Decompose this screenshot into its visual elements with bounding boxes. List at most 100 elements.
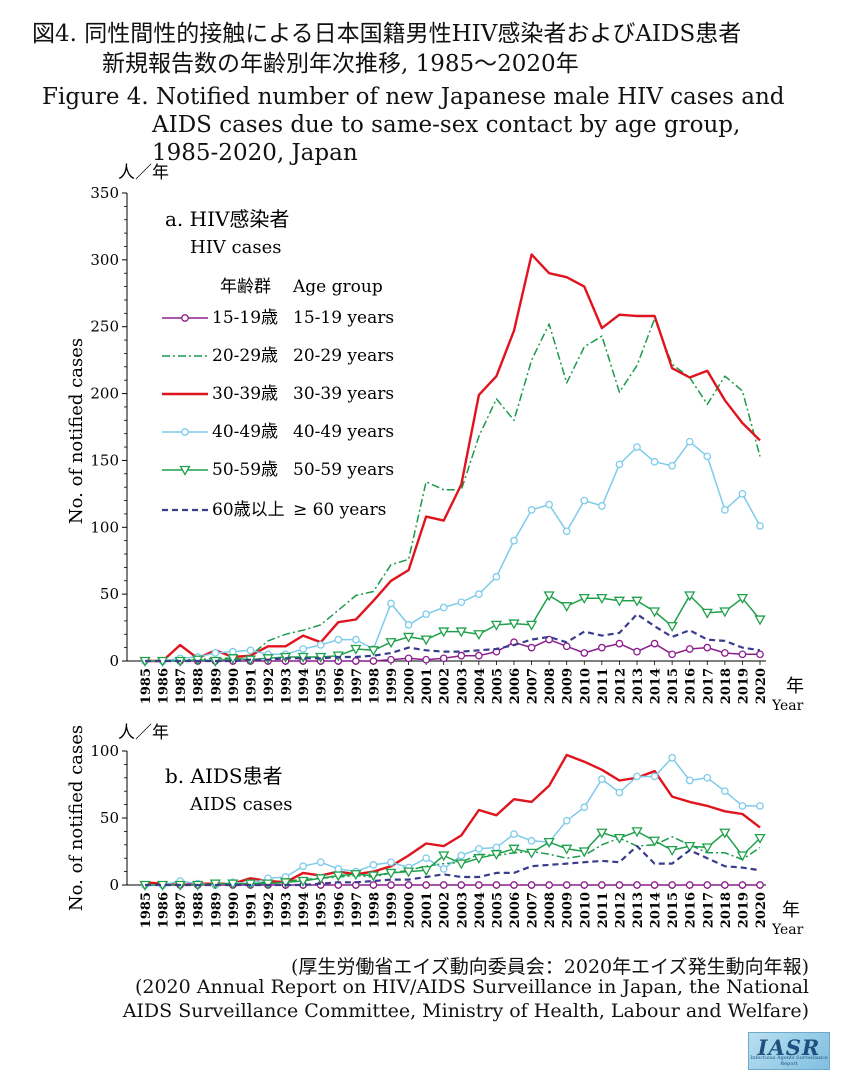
series-point-3: [756, 522, 764, 530]
series-point-3: [668, 753, 676, 762]
series-point-4: [666, 846, 678, 856]
series-point-4: [543, 837, 555, 848]
series-point-0: [703, 643, 712, 652]
series-point-4: [438, 851, 450, 862]
x-tick-label: 2008: [543, 892, 558, 928]
x-tick-label: 2016: [684, 668, 699, 704]
x-tick-label: 2017: [701, 668, 716, 704]
series-point-4: [736, 594, 749, 604]
series-point-3: [738, 490, 747, 498]
series-point-4: [490, 850, 503, 861]
iasr-logo-text: IASR: [757, 1035, 821, 1060]
legend-header-english: Age group: [292, 277, 383, 297]
legend-marker-0: [181, 314, 189, 322]
x-tick-label: 2011: [596, 668, 611, 704]
title-japanese-line-2: 新規報告数の年齢別年次推移, 1985〜2020年: [102, 51, 579, 77]
x-tick-label: 2013: [631, 892, 646, 928]
series-point-3: [703, 452, 712, 461]
x-tick-label: 2008: [543, 668, 558, 704]
series-point-3: [510, 536, 518, 545]
series-point-0: [580, 881, 589, 889]
series-point-3: [510, 830, 518, 838]
series-point-3: [475, 590, 483, 598]
series-point-0: [562, 642, 571, 651]
series-point-0: [650, 639, 659, 648]
x-tick-label: 1989: [209, 892, 224, 928]
series-point-4: [631, 596, 643, 607]
x-tick-label: 1995: [315, 892, 330, 928]
iasr-logo-subtext: Infectious Agents Surveillance Report: [750, 1055, 828, 1067]
series-point-4: [490, 620, 503, 631]
series-point-0: [615, 881, 624, 889]
title-english-line-2: AIDS cases due to same-sex contact by ag…: [152, 112, 741, 138]
series-point-3: [562, 527, 571, 536]
series-point-4: [701, 608, 713, 619]
series-point-4: [684, 591, 696, 602]
series-point-4: [315, 874, 327, 885]
series-point-3: [615, 460, 624, 469]
series-point-0: [685, 881, 694, 889]
series-point-4: [508, 619, 520, 630]
legend-label-japanese: 15-19歳: [212, 308, 278, 328]
x-tick-label: 1990: [227, 892, 242, 928]
x-tick-label: 2012: [613, 892, 628, 928]
series-point-4: [648, 836, 661, 847]
series-point-4: [402, 867, 415, 878]
series-point-0: [387, 655, 395, 664]
y-tick-label: 100: [90, 518, 119, 536]
series-point-0: [633, 647, 641, 656]
series-point-3: [229, 647, 237, 656]
series-point-4: [227, 654, 239, 665]
series-point-4: [297, 876, 309, 887]
x-tick-label: 2003: [455, 892, 470, 928]
x-tick-label: 1986: [157, 668, 172, 704]
legend-label-japanese: 50-59歳: [212, 460, 278, 480]
series-point-4: [613, 833, 626, 844]
series-point-3: [352, 635, 360, 644]
x-tick-label: 1991: [244, 668, 259, 704]
x-tick-label: 1993: [280, 668, 295, 704]
x-tick-label: 1985: [139, 668, 154, 704]
y-axis-label: No. of notified cases: [66, 725, 87, 911]
series-point-4: [525, 848, 538, 859]
series-point-0: [527, 881, 536, 889]
series-point-0: [387, 881, 395, 889]
series-point-4: [719, 607, 731, 618]
series-point-4: [279, 878, 292, 889]
y-tick-label: 200: [90, 385, 119, 403]
series-point-0: [404, 654, 413, 663]
x-tick-label: 2018: [719, 668, 734, 704]
series-point-4: [367, 871, 380, 882]
y-tick-label: 0: [109, 652, 119, 670]
series-point-3: [685, 776, 694, 785]
x-tick-label: 2001: [420, 892, 435, 928]
x-tick-label: 2014: [649, 892, 664, 928]
series-point-0: [404, 881, 413, 889]
x-unit-english: Year: [771, 922, 804, 938]
series-point-0: [756, 650, 764, 659]
x-tick-label: 2007: [526, 668, 541, 704]
panel-subtitle: HIV cases: [190, 237, 281, 258]
series-point-3: [633, 443, 641, 451]
series-point-3: [756, 802, 764, 810]
series-point-0: [721, 881, 729, 889]
x-tick-label: 2010: [578, 668, 593, 704]
panel-title: b. AIDS患者: [165, 764, 283, 788]
series-point-0: [562, 881, 571, 889]
series-point-3: [527, 506, 536, 514]
title-english-line-3: 1985-2020, Japan: [152, 140, 358, 166]
y-tick-label: 0: [109, 876, 119, 894]
series-point-3: [334, 865, 343, 873]
x-tick-label: 2015: [666, 892, 681, 928]
series-point-4: [596, 594, 608, 604]
x-tick-label: 2006: [508, 892, 523, 928]
series-point-4: [561, 844, 573, 855]
y-tick-label: 300: [90, 251, 119, 269]
series-point-3: [457, 598, 466, 607]
series-point-3: [650, 457, 659, 466]
series-point-0: [369, 881, 378, 889]
series-point-0: [422, 655, 430, 664]
series-point-3: [492, 572, 501, 581]
x-tick-label: 1994: [297, 668, 312, 704]
